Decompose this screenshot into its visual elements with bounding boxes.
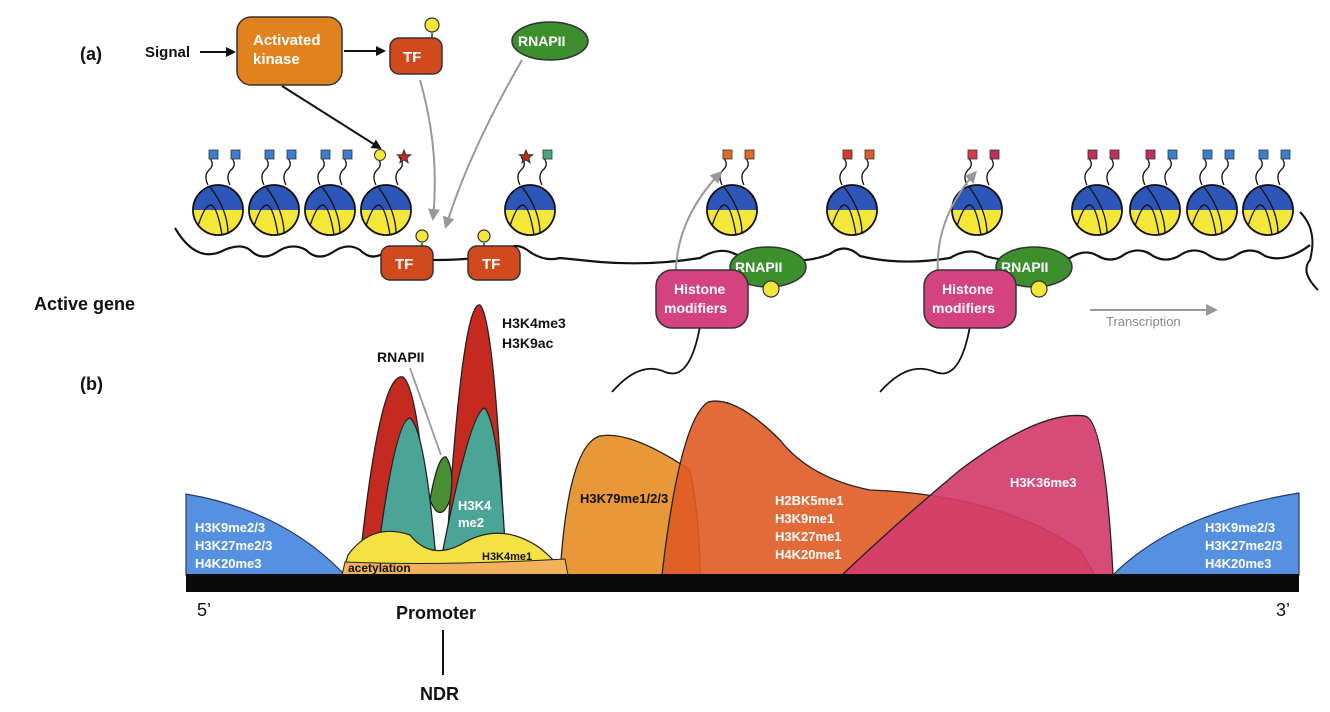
tf-binding-arrow xyxy=(419,79,440,221)
kinase-label-line1: Activated xyxy=(253,32,321,49)
hetero-left-2: H3K27me2/3 xyxy=(195,538,272,553)
rnapii-b-pointer xyxy=(409,367,442,456)
rna-transcript-1 xyxy=(611,325,701,393)
nucleosome xyxy=(951,149,1003,236)
transcription-label: Transcription xyxy=(1106,314,1181,329)
nucleosome xyxy=(504,148,556,236)
rnapii-b-label: RNAPII xyxy=(377,349,424,365)
rnapii-peak xyxy=(429,456,453,514)
panel-label-b: (b) xyxy=(80,374,103,394)
rnapii-label-1: RNAPII xyxy=(735,259,782,275)
h3k79-label: H3K79me1/2/3 xyxy=(580,491,668,506)
activated-kinase: Activated kinase xyxy=(236,16,343,86)
teal-peak-left xyxy=(376,417,437,561)
h3k4me2-label-2: me2 xyxy=(458,515,484,530)
kinase-label-line2: kinase xyxy=(253,51,300,68)
tf-label-bound-1: TF xyxy=(395,256,413,273)
rnapii-elongating-2: RNAPII xyxy=(995,246,1073,298)
rnapii-label-top: RNAPII xyxy=(518,33,565,49)
rnapii-elongating-1: RNAPII xyxy=(729,246,807,298)
nucleosome xyxy=(1071,149,1123,236)
hetero-left-3: H4K20me3 xyxy=(195,556,262,571)
rnapii-recruit-arrow xyxy=(442,59,523,229)
dna-tail-right xyxy=(1299,211,1319,291)
h3k36me3-region xyxy=(840,414,1114,576)
hetero-right-3: H4K20me3 xyxy=(1205,556,1272,571)
histone-modifiers-1: Histone modifiers xyxy=(655,269,749,329)
h2bk5me1-label: H2BK5me1 xyxy=(775,493,844,508)
h3k4me1-label: H3K4me1 xyxy=(482,551,532,563)
h4k20me1-label: H4K20me1 xyxy=(775,547,842,562)
rnapii-top: RNAPII xyxy=(511,21,589,61)
h3k36me3-label: H3K36me3 xyxy=(1010,475,1077,490)
nucleosome xyxy=(192,149,244,236)
tf-label-top: TF xyxy=(403,49,421,66)
histone-modifiers-1-line2: modifiers xyxy=(664,300,727,316)
heterochromatin-left xyxy=(185,493,347,576)
tf-bound-1: TF xyxy=(380,229,434,281)
tf-bound-2: TF xyxy=(467,229,521,281)
nucleosome-array xyxy=(192,148,1294,236)
heterochromatin-right xyxy=(1111,492,1300,576)
nucleosome xyxy=(360,148,413,236)
nucleosome xyxy=(1129,149,1181,236)
nucleosome xyxy=(1186,149,1238,236)
tf-label-bound-2: TF xyxy=(482,256,500,273)
nucleosome xyxy=(1242,149,1294,236)
hetero-right-1: H3K9me2/3 xyxy=(1205,520,1275,535)
h3k27me1-label: H3K27me1 xyxy=(775,529,842,544)
panel-label-a: (a) xyxy=(80,44,102,64)
hetero-right-2: H3K27me2/3 xyxy=(1205,538,1282,553)
h3k4me3-label: H3K4me3 xyxy=(502,315,566,331)
tf-factor-top: TF xyxy=(389,17,443,75)
three-prime-label: 3’ xyxy=(1276,600,1290,620)
h3k9ac-label: H3K9ac xyxy=(502,335,554,351)
acetylation-base xyxy=(341,558,569,576)
nucleosome xyxy=(706,149,758,236)
five-prime-label: 5’ xyxy=(197,600,211,620)
promoter-label: Promoter xyxy=(396,603,476,623)
ndr-label: NDR xyxy=(420,684,459,704)
histone-modifiers-2-line2: modifiers xyxy=(932,300,995,316)
teal-peak-right xyxy=(439,407,507,566)
histone-modifiers-2-line1: Histone xyxy=(942,281,994,297)
h3k4me2-label-1: H3K4 xyxy=(458,498,492,513)
nucleosome xyxy=(826,149,878,236)
histone-modifiers-2: Histone modifiers xyxy=(923,269,1017,329)
h3k9me1-label: H3K9me1 xyxy=(775,511,834,526)
acetylation-label: acetylation xyxy=(348,561,411,575)
active-gene-label: Active gene xyxy=(34,294,135,314)
kinase-to-chromatin-arrow xyxy=(281,85,382,150)
signal-label: Signal xyxy=(145,44,190,61)
rnapii-label-2: RNAPII xyxy=(1001,259,1048,275)
nucleosome xyxy=(304,149,356,236)
gene-baseline xyxy=(186,574,1299,592)
hetero-left-1: H3K9me2/3 xyxy=(195,520,265,535)
rna-transcript-2 xyxy=(879,325,971,393)
histone-modifiers-1-line1: Histone xyxy=(674,281,726,297)
nucleosome xyxy=(248,149,300,236)
